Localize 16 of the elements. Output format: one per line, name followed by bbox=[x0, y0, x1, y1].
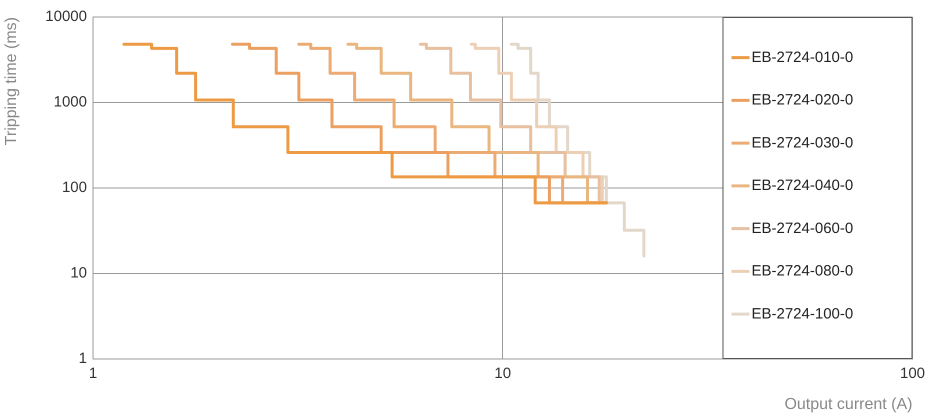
legend-label: EB-2724-020-0 bbox=[751, 92, 854, 109]
legend-label: EB-2724-040-0 bbox=[751, 177, 854, 194]
legend-label: EB-2724-080-0 bbox=[751, 262, 854, 280]
y-axis-title: Tripping time (ms) bbox=[3, 17, 20, 146]
y-tick-label: 10000 bbox=[45, 8, 87, 26]
y-tick-label: 1 bbox=[78, 350, 87, 368]
x-axis-title: Output current (A) bbox=[784, 396, 912, 413]
x-tick-label: 10 bbox=[494, 365, 512, 382]
y-tick-label: 100 bbox=[62, 179, 87, 196]
legend-label: EB-2724-030-0 bbox=[751, 134, 854, 152]
legend-label: EB-2724-100-0 bbox=[751, 305, 854, 322]
y-tick-label: 10 bbox=[70, 264, 87, 282]
x-tick-label: 100 bbox=[900, 365, 925, 382]
legend-label: EB-2724-060-0 bbox=[751, 220, 854, 237]
legend-label: EB-2724-010-0 bbox=[751, 48, 854, 66]
y-tick-label: 1000 bbox=[54, 94, 87, 111]
